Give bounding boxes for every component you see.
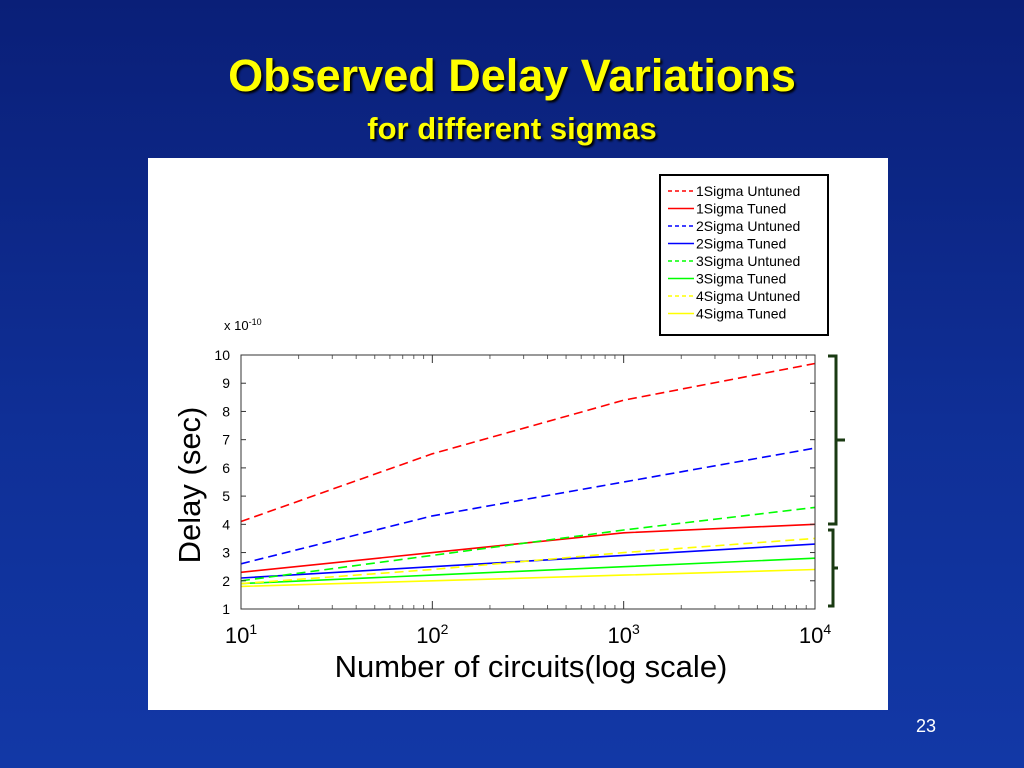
x-axis-label: Number of circuits(log scale) [335,649,728,684]
slide-title: Observed Delay Variations [228,50,796,101]
y-tick-label: 10 [214,347,230,363]
legend-box [659,174,829,336]
delay-chart: 1 2 3 4 5 6 7 8 9 10 101 102 103 104 x 10-10 Delay (… [172,174,845,684]
page-number: 23 [915,716,936,736]
y-tick-label: 4 [222,516,230,532]
series-1sigma-tuned [240,523,816,574]
figure-panel: 1 2 3 4 5 6 7 8 9 10 101 102 103 104 x 10-10 Delay (… [148,158,888,710]
group-brackets [828,354,845,608]
y-tick-label: 7 [222,432,230,448]
y-tick-label: 2 [222,573,230,589]
minor-ticks [298,355,807,609]
y-tick-label: 5 [222,488,230,504]
series-2sigma-untuned [240,447,816,565]
x-axis-ticks: 101 102 103 104 [225,355,831,648]
legend-label: 2Sigma Untuned [696,218,800,234]
series-3sigma-tuned [240,557,816,585]
legend-label: 2Sigma Tuned [696,236,786,252]
y-tick-label: 8 [222,403,230,419]
y-axis-ticks: 1 2 3 4 5 6 7 8 9 10 [214,347,815,617]
legend-label: 4Sigma Untuned [696,288,800,304]
y-tick-label: 3 [222,545,230,561]
legend-label: 3Sigma Tuned [696,271,786,287]
y-tick-label: 9 [222,375,230,391]
series-4sigma-untuned [240,537,816,585]
x-tick-label: 104 [799,621,831,648]
series-4sigma-tuned [240,568,816,588]
y-tick-label: 1 [222,601,230,617]
x-tick-label: 101 [225,621,257,648]
series-3sigma-untuned [240,506,816,582]
series-lines [240,362,816,588]
y-tick-label: 6 [222,460,230,476]
slide-subtitle: for different sigmas [367,111,657,146]
legend-label: 1Sigma Tuned [696,201,786,217]
y-axis-multiplier: x 10-10 [224,317,262,333]
bracket-untuned [828,354,845,526]
x-tick-label: 103 [608,621,640,648]
x-tick-label: 102 [416,621,448,648]
y-axis-label: Delay (sec) [172,407,207,564]
legend-label: 3Sigma Untuned [696,253,800,269]
series-1sigma-untuned [240,362,816,523]
plot-frame [240,354,816,610]
legend-label: 4Sigma Tuned [696,306,786,322]
legend-label: 1Sigma Untuned [696,183,800,199]
bracket-tuned [828,528,838,608]
